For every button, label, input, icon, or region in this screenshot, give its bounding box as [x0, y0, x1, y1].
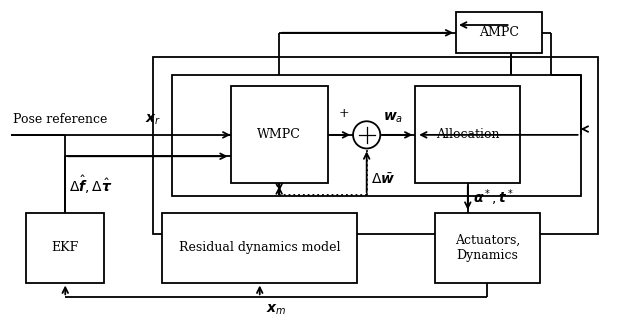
- Bar: [172, 75, 580, 196]
- Text: EKF: EKF: [52, 241, 79, 254]
- Text: $\Delta\bar{\boldsymbol{w}}$: $\Delta\bar{\boldsymbol{w}}$: [371, 172, 395, 188]
- Bar: [153, 57, 598, 234]
- Bar: [415, 86, 520, 183]
- Bar: [26, 213, 104, 283]
- Bar: [163, 213, 357, 283]
- Circle shape: [353, 121, 380, 148]
- Bar: [456, 12, 541, 53]
- Text: +: +: [339, 107, 349, 120]
- Text: Actuators,
Dynamics: Actuators, Dynamics: [454, 234, 520, 262]
- Text: $\boldsymbol{x}_r$: $\boldsymbol{x}_r$: [145, 113, 161, 127]
- Text: $\boldsymbol{w}_a$: $\boldsymbol{w}_a$: [383, 111, 403, 125]
- Text: $\Delta\hat{\boldsymbol{f}}, \Delta\hat{\boldsymbol{\tau}}$: $\Delta\hat{\boldsymbol{f}}, \Delta\hat{…: [69, 173, 113, 196]
- Text: AMPC: AMPC: [479, 26, 519, 39]
- Text: Allocation: Allocation: [436, 128, 500, 141]
- Text: Pose reference: Pose reference: [13, 113, 107, 126]
- Text: $\boldsymbol{x}_m$: $\boldsymbol{x}_m$: [266, 303, 287, 317]
- Bar: [435, 213, 540, 283]
- Text: $\boldsymbol{\alpha}^*, \boldsymbol{t}^*$: $\boldsymbol{\alpha}^*, \boldsymbol{t}^*…: [473, 188, 514, 208]
- Bar: [230, 86, 328, 183]
- Text: WMPC: WMPC: [257, 128, 301, 141]
- Text: Residual dynamics model: Residual dynamics model: [179, 241, 340, 254]
